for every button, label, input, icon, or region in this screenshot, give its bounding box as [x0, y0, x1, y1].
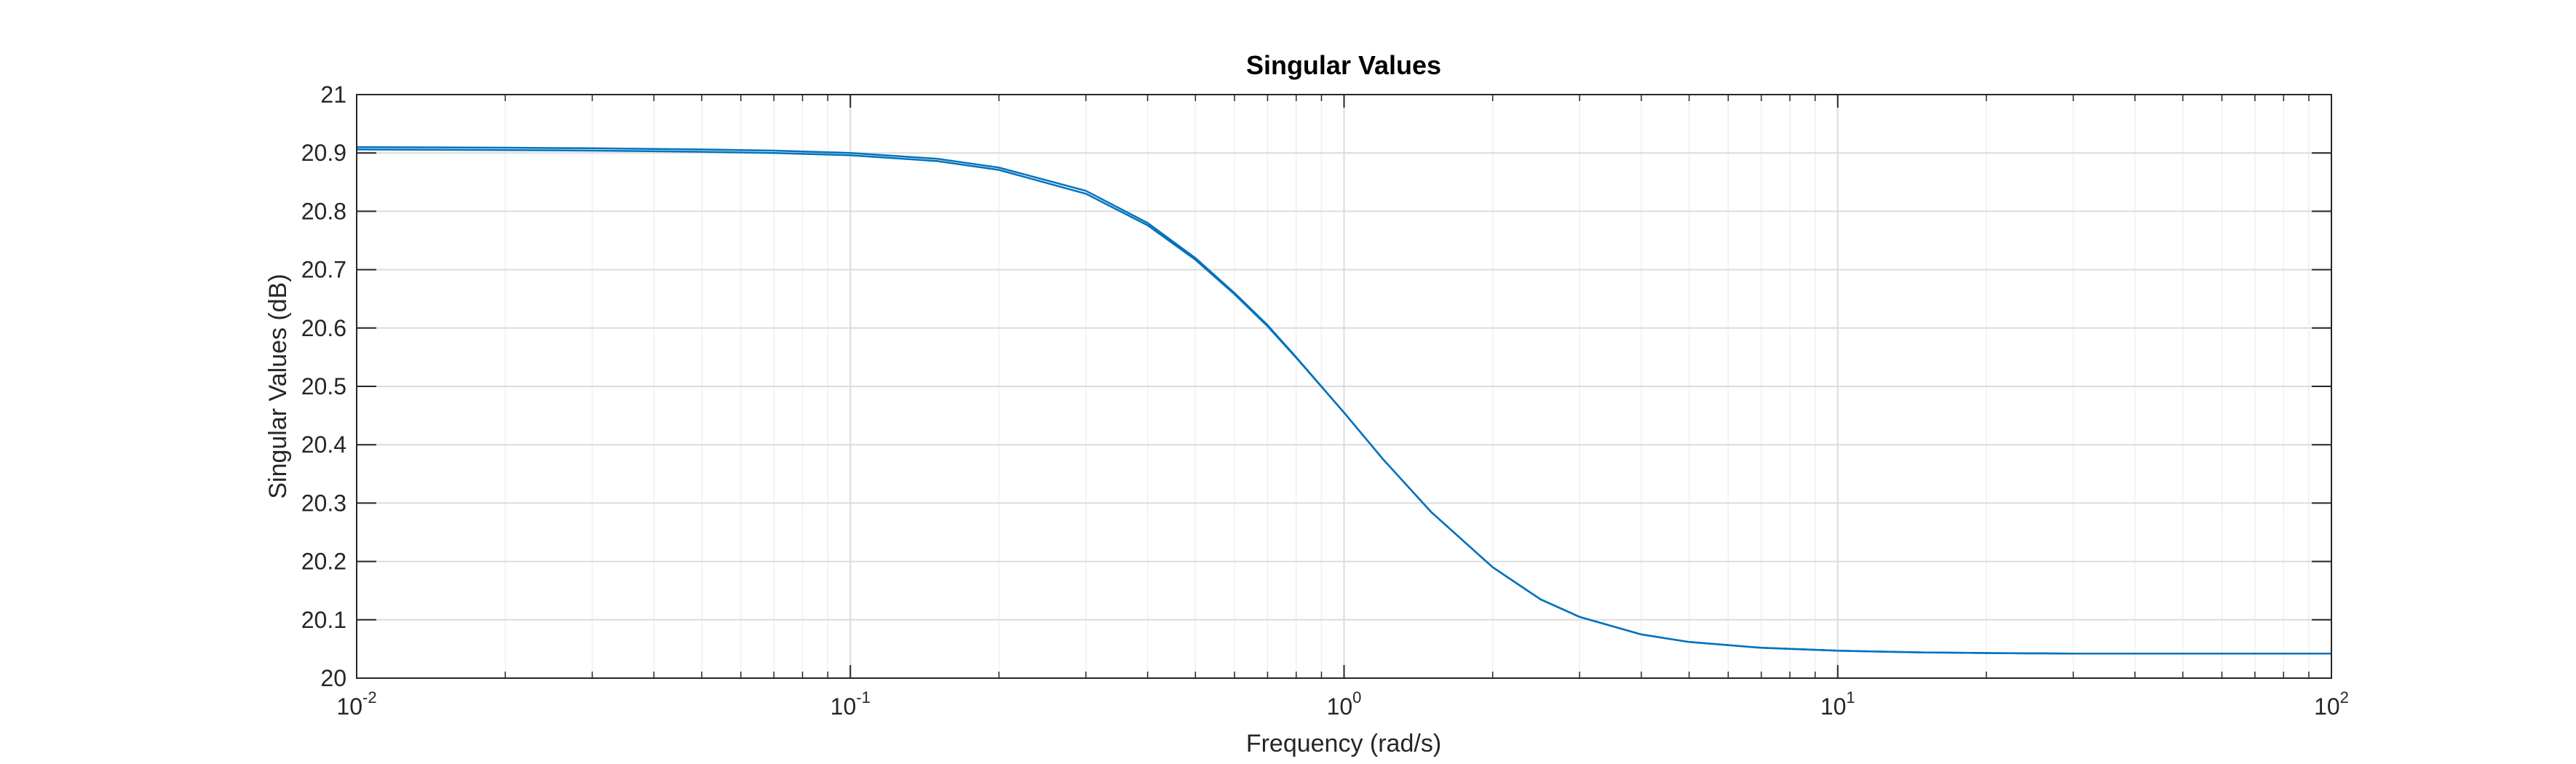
- y-tick-label: 20.6: [301, 315, 346, 341]
- x-tick-base: 10: [831, 693, 857, 720]
- x-tick-base: 10: [2314, 693, 2340, 720]
- x-tick-label: 101: [1820, 688, 1855, 720]
- data-series: [356, 146, 2331, 655]
- x-tick-label: 10-1: [831, 688, 871, 720]
- y-tick-label: 20: [320, 665, 346, 691]
- chart-title: Singular Values: [1246, 50, 1441, 80]
- y-tick-label: 20.2: [301, 549, 346, 575]
- x-tick-exponent: 0: [1352, 688, 1361, 707]
- x-tick-exponent: 1: [1846, 688, 1855, 707]
- x-tick-base: 10: [1327, 693, 1353, 720]
- x-tick-exponent: -2: [362, 688, 377, 707]
- y-axis-label: Singular Values (dB): [264, 274, 292, 498]
- x-axis-label: Frequency (rad/s): [1246, 730, 1441, 757]
- singular-value-line-2: [356, 148, 2331, 655]
- y-tick-label: 20.8: [301, 198, 346, 224]
- y-tick-label: 20.3: [301, 490, 346, 516]
- x-tick-base: 10: [1820, 693, 1847, 720]
- y-tick-label: 20.1: [301, 607, 346, 633]
- y-tick-label: 21: [320, 81, 346, 108]
- x-tick-label: 10-2: [336, 688, 376, 720]
- x-tick-exponent: -1: [856, 688, 871, 707]
- y-tick-label: 20.4: [301, 431, 346, 458]
- y-tick-labels: 20 20.1 20.2 20.3 20.4 20.5 20.6 20.7 20.8 20.9 21: [301, 81, 346, 691]
- x-tick-base: 10: [336, 693, 362, 720]
- y-tick-label: 20.5: [301, 373, 346, 399]
- x-tick-label: 100: [1327, 688, 1362, 720]
- y-tick-label: 20.7: [301, 257, 346, 283]
- y-tick-label: 20.9: [301, 140, 346, 166]
- x-tick-label: 102: [2314, 688, 2349, 720]
- x-tick-labels: 10-2 10-1 100 101 102: [336, 688, 2349, 720]
- axis-ticks: [356, 94, 2332, 679]
- x-tick-exponent: 2: [2340, 688, 2349, 707]
